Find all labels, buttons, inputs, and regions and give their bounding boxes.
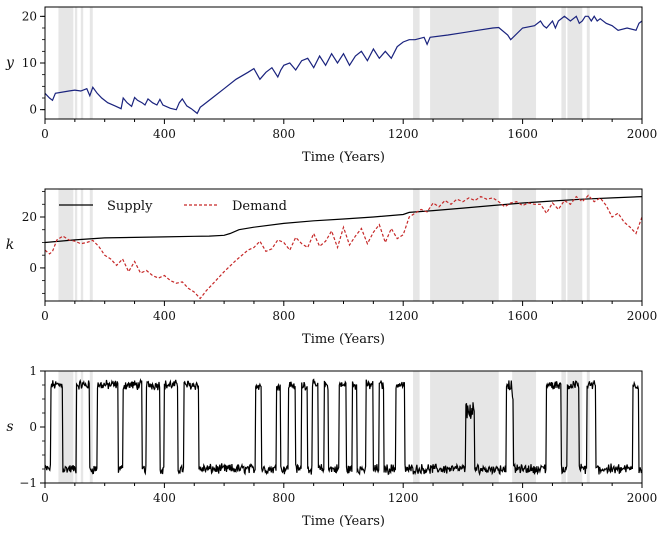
y-tick-label: 1: [29, 364, 37, 378]
y-tick-label: −1: [19, 476, 37, 490]
shaded-interval: [586, 189, 590, 301]
x-tick-label: 1200: [388, 127, 419, 141]
y-tick-label: 20: [22, 210, 37, 224]
x-tick-label: 800: [272, 491, 295, 505]
y-tick-label: 0: [29, 261, 37, 275]
shaded-interval: [567, 7, 583, 119]
shaded-interval: [512, 7, 537, 119]
shaded-interval: [413, 7, 420, 119]
y-tick-label: 10: [22, 56, 37, 70]
series-demand-line: [45, 194, 642, 300]
x-tick-label: 400: [153, 309, 176, 323]
shaded-interval: [80, 7, 84, 119]
shaded-interval: [567, 189, 583, 301]
series-supply-line: [45, 196, 642, 244]
shaded-interval: [89, 189, 93, 301]
x-tick-label: 1200: [388, 491, 419, 505]
legend-label-demand: Demand: [232, 199, 287, 214]
x-tick-label: 400: [153, 491, 176, 505]
shaded-interval: [430, 371, 499, 483]
legend-label-supply: Supply: [107, 199, 153, 214]
axes-frame: [44, 6, 643, 120]
shaded-interval: [413, 189, 420, 301]
shaded-interval: [74, 7, 78, 119]
shaded-interval: [561, 7, 566, 119]
x-axis-title: Time (Years): [302, 150, 385, 165]
shaded-interval: [80, 371, 84, 483]
shaded-interval: [512, 189, 537, 301]
shaded-interval: [74, 189, 78, 301]
x-tick-label: 1600: [507, 491, 538, 505]
x-tick-label: 2000: [627, 127, 658, 141]
panel-k: 0 400 800 1200 1600 2000 0 20 Time (Years) k Suppl…: [6, 188, 658, 347]
series-s-line: [45, 377, 642, 477]
x-tick-label: 1600: [507, 127, 538, 141]
x-tick-label: 0: [41, 127, 49, 141]
panel-s: 0 400 800 1200 1600 2000 −1 0 1 Time (Years) s: [6, 364, 657, 529]
x-tick-label: 800: [272, 309, 295, 323]
x-tick-label: 2000: [627, 309, 658, 323]
x-tick-label: 0: [41, 309, 49, 323]
x-axis-title: Time (Years): [302, 514, 385, 529]
shaded-interval: [89, 371, 93, 483]
y-axis-title: y: [5, 55, 15, 71]
x-axis-title: Time (Years): [302, 332, 385, 347]
legend: Supply Demand: [59, 199, 287, 214]
shaded-interval: [80, 189, 84, 301]
x-tick-label: 1200: [388, 309, 419, 323]
shaded-interval: [58, 371, 74, 483]
x-tick-label: 0: [41, 491, 49, 505]
shaded-interval: [512, 371, 537, 483]
y-tick-label: 0: [29, 420, 37, 434]
panel-y: 0 400 800 1200 1600 2000 0 10 20 Time (Years) y: [5, 6, 658, 165]
shaded-interval: [586, 371, 590, 483]
x-tick-label: 2000: [627, 491, 658, 505]
y-axis-title: s: [6, 419, 13, 435]
y-tick-label: 20: [22, 9, 37, 23]
shaded-interval: [89, 7, 93, 119]
x-tick-label: 800: [272, 127, 295, 141]
shaded-interval: [58, 7, 74, 119]
shaded-interval: [586, 7, 590, 119]
shaded-interval: [561, 371, 566, 483]
shaded-interval: [58, 189, 74, 301]
series-y-line: [45, 15, 642, 115]
y-axis-title: k: [6, 237, 14, 253]
shaded-interval: [561, 189, 566, 301]
shaded-interval: [413, 371, 420, 483]
x-tick-label: 400: [153, 127, 176, 141]
shaded-interval: [430, 7, 499, 119]
x-tick-label: 1600: [507, 309, 538, 323]
y-tick-label: 0: [29, 103, 37, 117]
